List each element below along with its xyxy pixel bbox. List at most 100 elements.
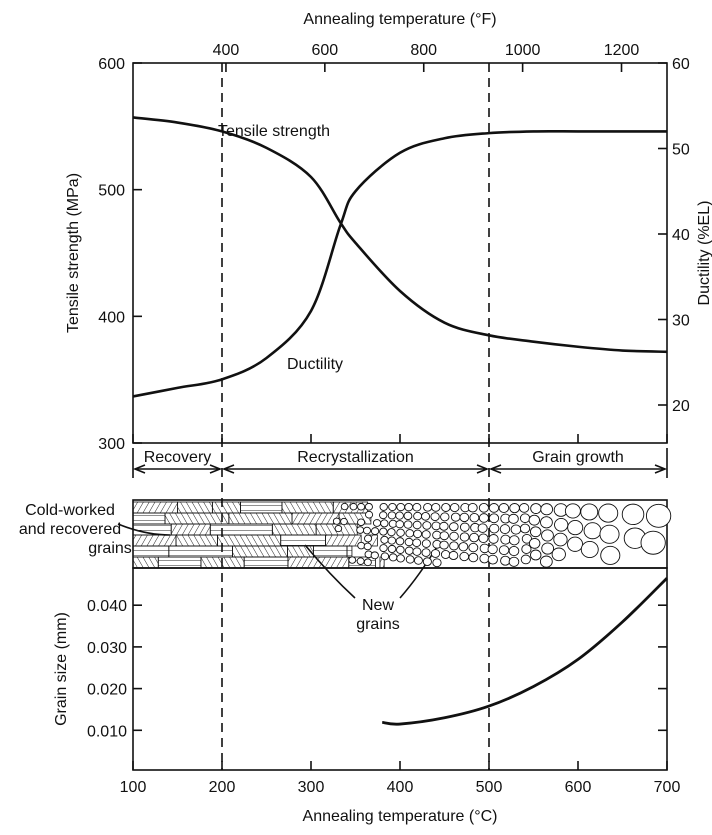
elongated-grain — [232, 545, 288, 558]
region-label-recovery: Recovery — [144, 449, 212, 466]
equiaxed-grain — [364, 502, 373, 511]
equiaxed-grain — [379, 527, 388, 536]
equiaxed-grain — [487, 544, 498, 555]
elongated-grain — [240, 501, 283, 514]
equiaxed-grain — [521, 544, 532, 554]
equiaxed-grain — [440, 550, 451, 559]
equiaxed-grain — [580, 540, 599, 558]
grain-tick-label: 0.030 — [87, 640, 127, 657]
equiaxed-grain — [600, 545, 621, 565]
equiaxed-grain — [621, 503, 645, 526]
equiaxed-grain — [448, 550, 459, 561]
equiaxed-grain — [403, 511, 413, 521]
equiaxed-grain — [508, 546, 520, 557]
equiaxed-grain — [404, 502, 414, 512]
equiaxed-grain — [540, 503, 554, 516]
grain-tick-label: 0.040 — [87, 598, 127, 615]
equiaxed-grain — [379, 544, 388, 553]
equiaxed-grain — [509, 503, 520, 514]
equiaxed-grain — [488, 503, 500, 513]
equiaxed-grain — [403, 520, 413, 529]
x-tick-label: 500 — [476, 779, 503, 796]
equiaxed-grain — [469, 512, 480, 523]
equiaxed-grain — [488, 534, 499, 544]
equiaxed-grain — [413, 529, 423, 539]
equiaxed-grain — [432, 558, 442, 568]
left-tick-label: 300 — [98, 436, 125, 453]
equiaxed-grain — [356, 557, 365, 565]
elongated-grain — [209, 523, 273, 536]
equiaxed-grain — [478, 533, 489, 544]
equiaxed-grain — [459, 532, 470, 542]
left-tick-label: 500 — [98, 183, 125, 200]
equiaxed-grain — [477, 523, 488, 533]
tensile-strength-curve — [132, 116, 668, 354]
equiaxed-grain — [489, 523, 500, 534]
elongated-grain — [175, 534, 218, 547]
x-tick-label: 400 — [387, 779, 414, 796]
grain-tick-label: 0.010 — [87, 723, 127, 740]
equiaxed-grain — [520, 554, 531, 565]
equiaxed-grain — [528, 514, 541, 526]
equiaxed-grain — [431, 521, 441, 531]
equiaxed-grain — [379, 511, 388, 520]
equiaxed-grain — [349, 502, 358, 511]
ductility-curve — [132, 129, 667, 398]
equiaxed-grain — [395, 520, 405, 529]
equiaxed-grain — [468, 552, 479, 563]
equiaxed-grain — [567, 519, 584, 536]
elongated-grain — [132, 534, 177, 547]
elongated-grain — [211, 501, 241, 514]
equiaxed-grain — [567, 536, 584, 552]
equiaxed-grain — [540, 516, 553, 529]
ductility-label: Ductility — [287, 356, 343, 373]
grain-tick-label: 0.020 — [87, 682, 127, 699]
equiaxed-grain — [530, 549, 542, 561]
equiaxed-grain — [500, 534, 511, 545]
equiaxed-grain — [469, 532, 480, 543]
equiaxed-grain — [421, 539, 431, 548]
equiaxed-grain — [365, 510, 374, 519]
equiaxed-grain — [459, 512, 470, 523]
region-label-grain-growth: Grain growth — [532, 449, 624, 466]
left-y-axis-label: Tensile strength (MPa) — [65, 173, 82, 333]
equiaxed-grain — [372, 519, 382, 527]
f-tick-label: 800 — [410, 42, 437, 59]
equiaxed-grain — [519, 513, 531, 524]
elongated-grain — [168, 545, 233, 558]
f-tick-label: 1200 — [604, 42, 640, 59]
elongated-grain — [157, 556, 202, 569]
equiaxed-grain — [388, 502, 397, 512]
equiaxed-grain — [468, 542, 479, 553]
equiaxed-grain — [508, 535, 520, 546]
elongated-grain — [281, 501, 334, 514]
bottom-plot-frame — [132, 567, 668, 771]
equiaxed-grain — [449, 522, 459, 532]
equiaxed-grain — [348, 556, 357, 564]
x-tick-label: 700 — [654, 779, 681, 796]
equiaxed-grain — [387, 544, 397, 554]
elongated-grain — [243, 556, 289, 569]
equiaxed-grain — [357, 502, 366, 511]
equiaxed-grain — [488, 513, 500, 524]
right-tick-label: 50 — [672, 142, 690, 159]
equiaxed-grain — [478, 503, 489, 513]
region-label-recrystallization: Recrystallization — [297, 449, 413, 466]
equiaxed-grain — [541, 542, 555, 555]
equiaxed-grain — [430, 512, 440, 522]
equiaxed-grain — [479, 553, 490, 564]
right-tick-label: 40 — [672, 227, 690, 244]
arrowhead-icon — [488, 464, 668, 474]
elongated-grain — [217, 534, 282, 547]
equiaxed-grain — [395, 537, 405, 546]
elongated-grain — [132, 523, 172, 536]
equiaxed-grain — [645, 503, 672, 528]
equiaxed-grain — [396, 545, 405, 554]
elongated-grain — [346, 545, 353, 558]
equiaxed-grain — [498, 503, 510, 513]
elongated-grain — [177, 501, 213, 514]
equiaxed-grain — [530, 503, 542, 514]
equiaxed-grain — [449, 541, 459, 551]
elongated-grain — [170, 523, 211, 536]
